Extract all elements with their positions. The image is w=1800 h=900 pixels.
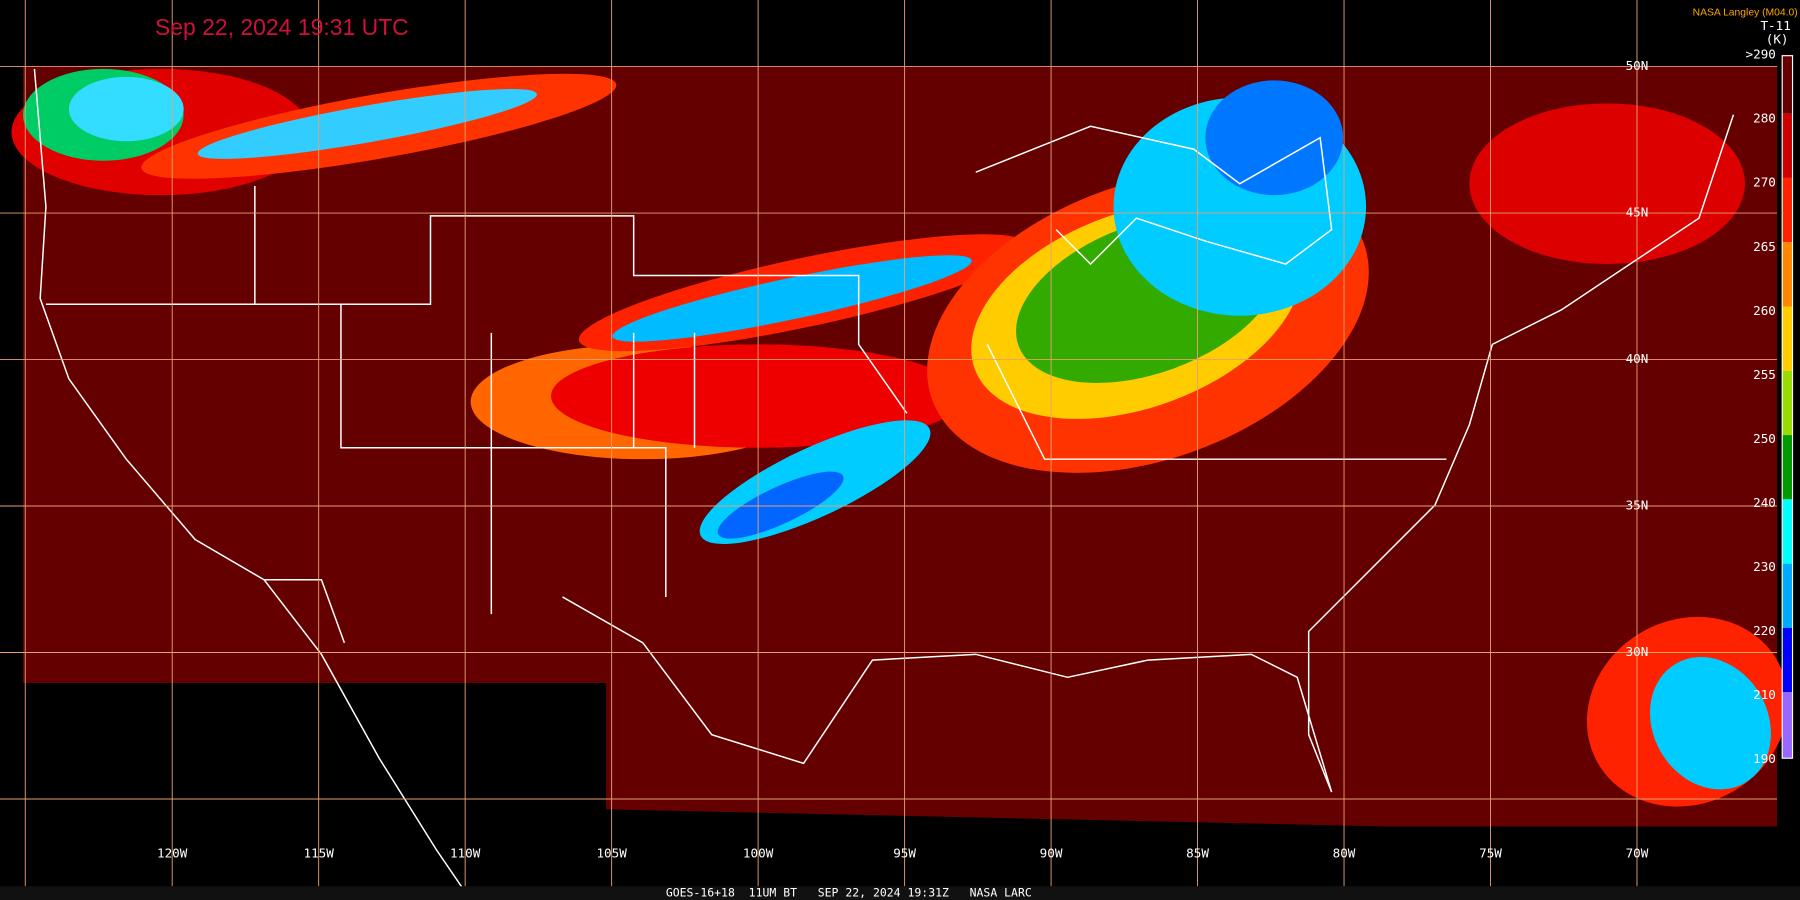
latitude-label: 50N bbox=[1626, 58, 1649, 73]
color-step bbox=[1782, 242, 1792, 307]
latitude-label: 30N bbox=[1626, 644, 1649, 659]
state-borders bbox=[45, 185, 1447, 615]
longitude-label: 115W bbox=[303, 846, 334, 861]
legend-label: 190 bbox=[1753, 751, 1776, 766]
latitude-label: 35N bbox=[1626, 498, 1649, 513]
longitude-label: 80W bbox=[1333, 846, 1356, 861]
east-gulf-coast bbox=[562, 114, 1735, 793]
latitude-label: 40N bbox=[1626, 351, 1649, 366]
footer-text: GOES-16+18 11UM BT SEP 22, 2024 19:31Z N… bbox=[666, 886, 1032, 900]
colorbar bbox=[1781, 55, 1794, 759]
longitude-label: 100W bbox=[743, 846, 774, 861]
cloud bbox=[68, 76, 184, 142]
color-step bbox=[1782, 370, 1792, 436]
color-step bbox=[1782, 56, 1792, 114]
color-step bbox=[1782, 692, 1792, 758]
color-step bbox=[1782, 627, 1792, 693]
legend-label: 220 bbox=[1753, 623, 1776, 638]
legend-label: 240 bbox=[1753, 495, 1776, 510]
color-step bbox=[1782, 499, 1792, 564]
color-step bbox=[1782, 113, 1792, 178]
cloud bbox=[1649, 657, 1771, 790]
unit: (K) bbox=[1766, 32, 1789, 47]
color-step bbox=[1782, 435, 1792, 500]
graticule bbox=[0, 0, 1778, 887]
longitude-label: 90W bbox=[1040, 846, 1063, 861]
legend-label: 230 bbox=[1753, 559, 1776, 574]
west-coast bbox=[33, 68, 472, 900]
longitude-label: 70W bbox=[1626, 846, 1649, 861]
cloud bbox=[612, 255, 972, 342]
legend-label: 255 bbox=[1753, 367, 1776, 382]
legend-label: 280 bbox=[1753, 111, 1776, 126]
color-step bbox=[1782, 563, 1792, 628]
legend-label: 210 bbox=[1753, 687, 1776, 702]
legend-label: 250 bbox=[1753, 431, 1776, 446]
legend-label: >290 bbox=[1746, 47, 1776, 62]
longitude-label: 75W bbox=[1479, 846, 1502, 861]
longitude-label: 85W bbox=[1186, 846, 1209, 861]
latitude-label: 45N bbox=[1626, 205, 1649, 220]
legend-label: 260 bbox=[1753, 303, 1776, 318]
legend-label: 265 bbox=[1753, 239, 1776, 254]
longitude-label: 105W bbox=[596, 846, 627, 861]
coastlines bbox=[33, 68, 1735, 900]
great-lakes bbox=[975, 125, 1333, 266]
longitude-label: 95W bbox=[893, 846, 916, 861]
footer-bar bbox=[0, 886, 1800, 900]
cloud bbox=[1205, 80, 1344, 196]
longitude-label: 110W bbox=[450, 846, 481, 861]
color-step bbox=[1782, 306, 1792, 371]
timestamp: Sep 22, 2024 19:31 UTC bbox=[155, 14, 409, 40]
product: T-11 bbox=[1760, 18, 1790, 33]
legend-label: 270 bbox=[1753, 175, 1776, 190]
cloud bbox=[717, 471, 844, 539]
longitude-label: 120W bbox=[157, 846, 188, 861]
color-step bbox=[1782, 177, 1792, 243]
credit: NASA Langley (M04.0) bbox=[1693, 7, 1798, 18]
cloud bbox=[1469, 103, 1745, 265]
cloud bbox=[197, 89, 537, 159]
